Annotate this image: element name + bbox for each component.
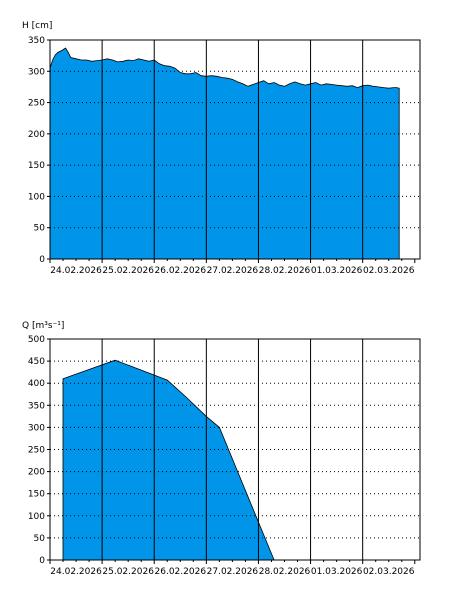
x-tick-label: 28.02.2026	[259, 567, 311, 577]
grid-layer	[50, 40, 420, 259]
y-tick-label: 500	[28, 335, 45, 345]
y-tick-label: 200	[28, 468, 45, 478]
x-tick-label: 01.03.2026	[311, 567, 363, 577]
y-tick-label: 0	[39, 556, 45, 566]
x-tick-label: 24.02.2026	[50, 567, 102, 577]
x-tick-label: 25.02.2026	[102, 266, 154, 276]
x-tick-label: 27.02.2026	[207, 266, 259, 276]
x-tick-label: 02.03.2026	[363, 266, 415, 276]
y-tick-label: 350	[28, 36, 45, 46]
y-tick-label: 300	[28, 67, 45, 77]
y-tick-label: 50	[34, 224, 46, 234]
y-ticks: 0 50 100 150 200 250 300 350	[28, 36, 50, 265]
series-area	[49, 47, 400, 260]
x-ticks: 24.02.2026 25.02.2026 26.02.2026 27.02.2026…	[49, 560, 416, 577]
y-axis-label: H [cm]	[22, 21, 52, 31]
y-tick-label: 400	[28, 379, 45, 389]
x-tick-label: 27.02.2026	[207, 567, 259, 577]
discharge-chart: Q [m³s⁻¹] 0 50 100 150 200 250 300 350 400 450 500…	[22, 321, 421, 577]
x-ticks: 24.02.2026 25.02.2026 26.02.2026 27.02.2026…	[49, 259, 416, 276]
x-tick-label: 25.02.2026	[102, 567, 154, 577]
x-tick-label: 02.03.2026	[363, 567, 415, 577]
x-tick-label: 28.02.2026	[259, 266, 311, 276]
y-tick-label: 100	[28, 192, 45, 202]
y-ticks: 0 50 100 150 200 250 300 350 400 450 500	[28, 335, 50, 566]
y-tick-label: 150	[28, 161, 45, 171]
y-tick-label: 100	[28, 512, 45, 522]
plot-frame	[49, 39, 421, 260]
grid-layer	[50, 339, 420, 560]
y-tick-label: 150	[28, 490, 45, 500]
y-tick-label: 300	[28, 423, 45, 433]
x-tick-label: 26.02.2026	[155, 567, 207, 577]
area-layer	[49, 47, 400, 260]
y-tick-label: 250	[28, 446, 45, 456]
y-axis-label: Q [m³s⁻¹]	[22, 321, 64, 331]
x-tick-label: 24.02.2026	[50, 266, 102, 276]
x-tick-label: 01.03.2026	[311, 266, 363, 276]
y-tick-label: 200	[28, 130, 45, 140]
y-tick-label: 450	[28, 357, 45, 367]
y-tick-label: 250	[28, 99, 45, 109]
y-tick-label: 0	[39, 255, 45, 265]
y-tick-label: 50	[34, 534, 46, 544]
y-tick-label: 350	[28, 401, 45, 411]
x-tick-label: 26.02.2026	[155, 266, 207, 276]
